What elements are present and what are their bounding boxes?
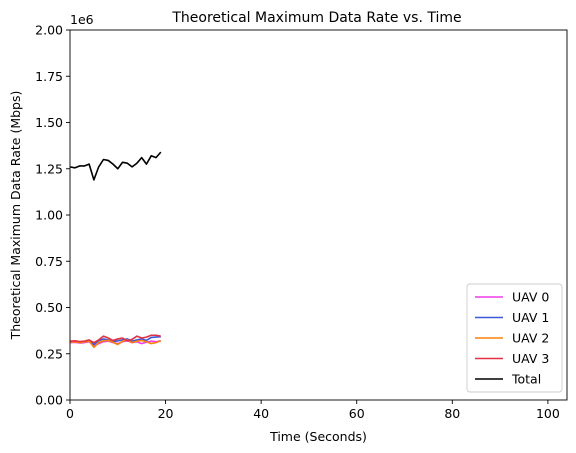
- series-line-uav-2: [69, 339, 162, 349]
- chart-title: Theoretical Maximum Data Rate vs. Time: [171, 10, 461, 26]
- x-tick-label-2: 40: [253, 406, 269, 421]
- legend-label-total: Total: [511, 372, 541, 387]
- series-layer: [69, 151, 162, 349]
- y-tick-label-7: 1.75: [35, 69, 63, 84]
- x-tick-label-3: 60: [349, 406, 365, 421]
- y-tick-label-3: 0.75: [35, 254, 63, 269]
- x-tick-label-1: 20: [158, 406, 174, 421]
- y-tick-label-8: 2.00: [35, 23, 63, 38]
- x-axis-label: Time (Seconds): [269, 429, 367, 444]
- legend-label-uav-0: UAV 0: [512, 290, 549, 305]
- legend: UAV 0 UAV 1 UAV 2 UAV 3 Total: [466, 283, 563, 393]
- plot-frame: [69, 29, 568, 401]
- y-tick-label-5: 1.25: [35, 161, 63, 176]
- x-tick-label-5: 100: [536, 406, 560, 421]
- legend-label-uav-2: UAV 2: [512, 331, 549, 346]
- y-offset-label: 1e6: [70, 12, 94, 27]
- y-tick-label-2: 0.50: [35, 300, 63, 315]
- y-axis-label: Theoretical Maximum Data Rate (Mbps): [8, 91, 23, 341]
- legend-box: [466, 283, 563, 393]
- ticks-layer: 0 20 40 60 80 100 0.00 0.25 0.50 0.75 1.00 1.25 1.50…: [35, 23, 560, 422]
- y-tick-label-4: 1.00: [35, 208, 63, 223]
- y-tick-label-1: 0.25: [35, 346, 63, 361]
- series-line-total: [69, 151, 162, 181]
- y-tick-label-6: 1.50: [35, 115, 63, 130]
- series-line-uav-3: [69, 334, 161, 344]
- legend-label-uav-3: UAV 3: [512, 351, 549, 366]
- legend-label-uav-1: UAV 1: [512, 310, 549, 325]
- y-tick-label-0: 0.00: [35, 393, 63, 408]
- x-tick-label-0: 0: [66, 406, 74, 421]
- x-tick-label-4: 80: [444, 406, 460, 421]
